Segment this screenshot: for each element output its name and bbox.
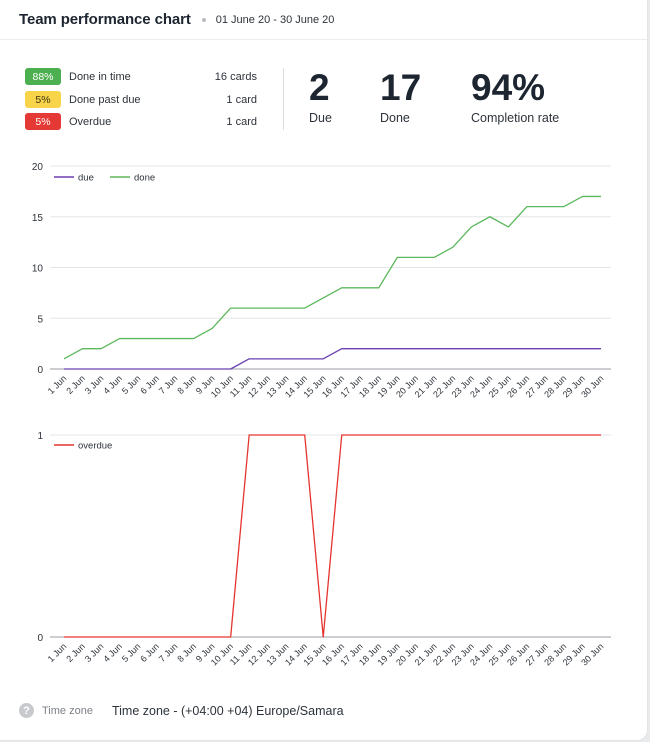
x-tick-label: 5 Jun <box>120 641 143 664</box>
series-line-done <box>63 195 601 360</box>
y-tick-label: 15 <box>32 213 44 224</box>
stat-completion-rate: 94% Completion rate <box>471 64 559 125</box>
date-range: 01 June 20 - 30 June 20 <box>215 13 335 26</box>
summary-row-done-in-time: 88% Done in time 16 cards <box>25 68 257 85</box>
stat-due-value: 2 <box>309 67 330 108</box>
x-tick-label: 2 Jun <box>64 373 87 396</box>
summary-row-overdue: 5% Overdue 1 card <box>25 113 257 130</box>
card-header: Team performance chart 01 June 20 - 30 J… <box>0 0 647 40</box>
x-tick-label: 8 Jun <box>175 641 198 664</box>
x-tick-label: 6 Jun <box>138 641 161 664</box>
x-tick-label: 7 Jun <box>157 373 180 396</box>
series-line-overdue <box>64 434 601 638</box>
legend-label: due <box>78 173 94 184</box>
y-tick-label: 0 <box>37 633 43 644</box>
x-tick-label: 3 Jun <box>83 641 106 664</box>
x-tick-label: 4 Jun <box>101 373 124 396</box>
status-badge: 5% <box>25 91 61 108</box>
series-line-due <box>64 348 601 370</box>
timezone-value: Time zone - (+04:00 +04) Europe/Samara <box>111 703 344 718</box>
separator-dot <box>201 17 206 22</box>
summary-label: Done in time <box>69 70 131 83</box>
page-title: Team performance chart <box>19 11 191 28</box>
summary-panel: 88% Done in time 16 cards 5% Done past d… <box>0 64 647 134</box>
help-icon[interactable]: ? <box>19 703 34 718</box>
x-tick-label: 1 Jun <box>46 641 69 664</box>
stat-done: 17 Done <box>380 64 421 125</box>
x-tick-label: 6 Jun <box>138 373 161 396</box>
y-tick-label: 1 <box>37 431 43 442</box>
summary-divider <box>283 68 284 130</box>
timezone-label: Time zone <box>42 704 93 717</box>
stat-done-value: 17 <box>380 67 422 108</box>
stat-completion-label: Completion rate <box>471 111 560 125</box>
summary-label: Overdue <box>69 115 112 128</box>
x-tick-label: 8 Jun <box>175 373 198 396</box>
stat-completion-value: 94% <box>471 67 546 108</box>
stat-due: 2 Due <box>309 64 332 125</box>
x-tick-label: 1 Jun <box>46 373 69 396</box>
status-badge: 5% <box>25 113 61 130</box>
y-tick-label: 10 <box>32 264 44 275</box>
summary-count: 16 cards <box>214 70 257 83</box>
legend-label: done <box>134 173 155 184</box>
summary-row-done-past-due: 5% Done past due 1 card <box>25 91 257 108</box>
x-tick-label: 7 Jun <box>157 641 180 664</box>
x-tick-label: 5 Jun <box>120 373 143 396</box>
stat-due-label: Due <box>309 111 332 125</box>
x-tick-label: 3 Jun <box>83 373 106 396</box>
legend-label: overdue <box>78 441 112 452</box>
y-tick-label: 20 <box>32 162 44 173</box>
y-tick-label: 0 <box>37 365 43 376</box>
stat-done-label: Done <box>380 111 410 125</box>
summary-count: 1 card <box>226 115 257 128</box>
x-tick-label: 2 Jun <box>64 641 87 664</box>
summary-count: 1 card <box>226 93 257 106</box>
y-tick-label: 5 <box>37 314 43 325</box>
status-badge: 88% <box>25 68 61 85</box>
x-tick-label: 4 Jun <box>101 641 124 664</box>
timezone-footer: ? Time zone Time zone - (+04:00 +04) Eur… <box>19 703 344 718</box>
summary-label: Done past due <box>69 93 141 106</box>
